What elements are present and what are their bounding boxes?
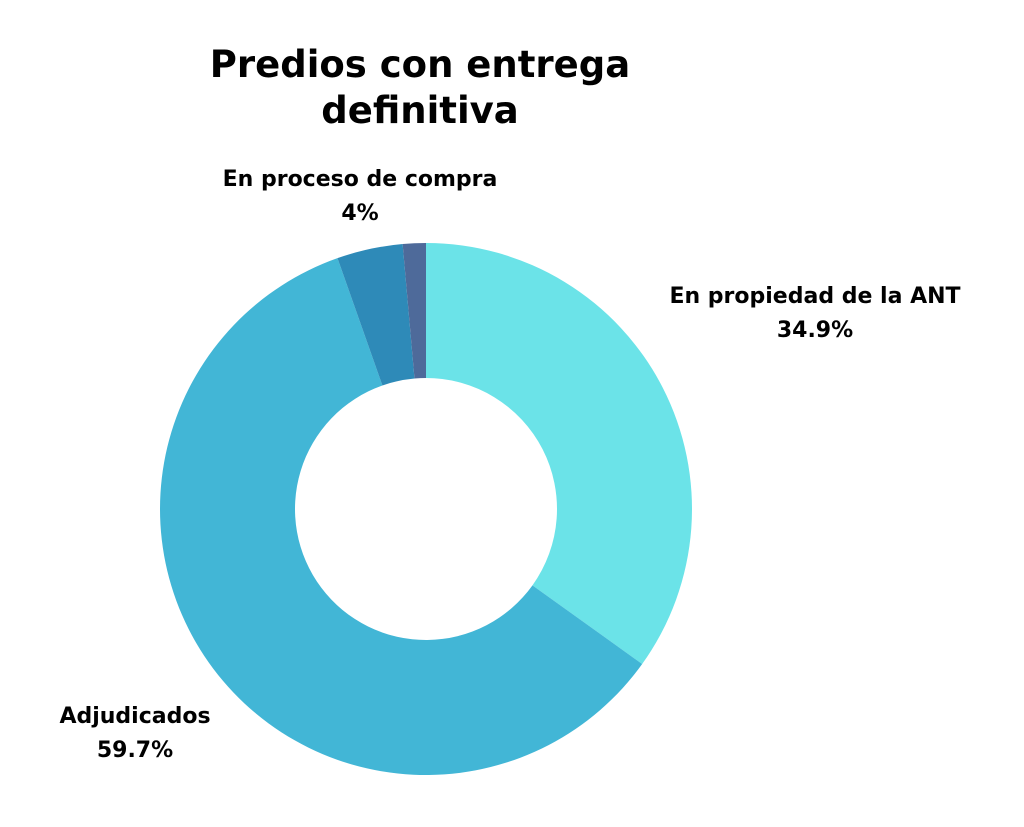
slice-label-text: En propiedad de la ANT — [669, 284, 961, 309]
slice-label-text: En proceso de compra — [222, 167, 498, 192]
slice-value-text: 34.9% — [776, 318, 854, 343]
donut-slice-adjudicados — [160, 258, 643, 775]
chart-title: Predios con entrega definitiva — [209, 43, 631, 132]
slice-label-adjudicados: Adjudicados 59.7% — [30, 700, 240, 768]
slice-label-text: Adjudicados — [59, 704, 211, 729]
slice-value-text: 4% — [341, 201, 379, 226]
donut-slice-en-propiedad-de-la-ant — [426, 243, 692, 664]
slice-label-en-proceso-de-compra: En proceso de compra 4% — [205, 163, 515, 231]
donut-slice-en-proceso-de-compra — [337, 244, 415, 386]
slice-label-en-propiedad-de-la-ant: En propiedad de la ANT 34.9% — [640, 280, 990, 348]
slice-value-text: 59.7% — [96, 738, 174, 763]
donut-slice-other — [402, 243, 426, 379]
